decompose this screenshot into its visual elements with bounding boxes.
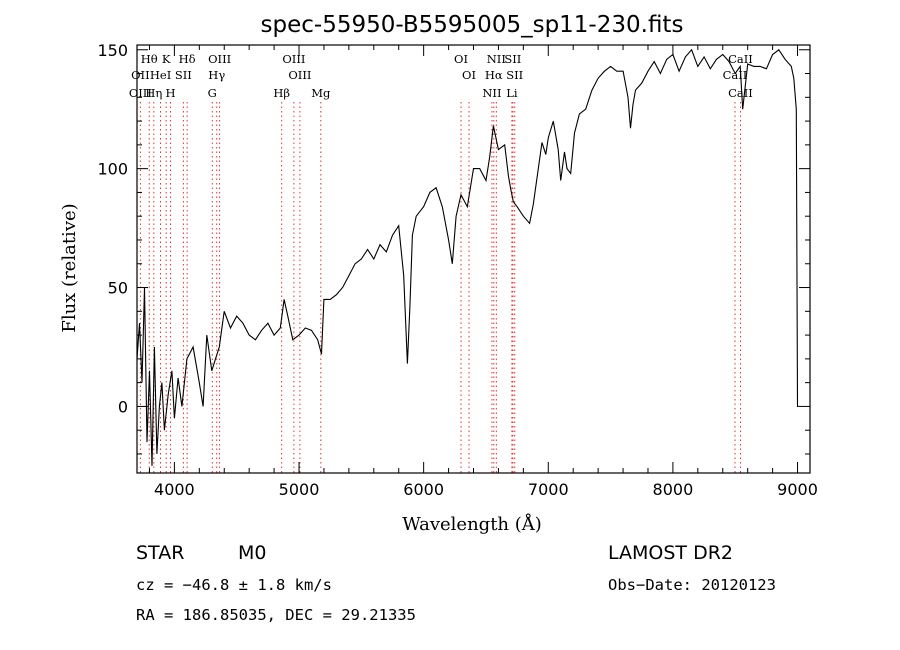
line-label: G bbox=[208, 86, 217, 100]
survey-label: LAMOST DR2 bbox=[608, 542, 733, 564]
line-label: Hδ bbox=[179, 52, 196, 66]
redshift-label: cz = −46.8 ± 1.8 km/s bbox=[136, 576, 332, 594]
line-label: Li bbox=[506, 86, 518, 100]
object-subclass-label: M0 bbox=[238, 542, 267, 564]
line-label: HeI bbox=[150, 68, 171, 82]
x-tick-label: 4000 bbox=[154, 480, 195, 499]
x-axis-label: Wavelength (Å) bbox=[402, 513, 542, 535]
y-axis-label: Flux (relative) bbox=[59, 203, 80, 332]
x-tick-label: 5000 bbox=[279, 480, 320, 499]
line-label: Hη bbox=[145, 86, 162, 100]
x-tick-label: 7000 bbox=[528, 480, 569, 499]
y-tick-label: 50 bbox=[108, 279, 128, 298]
line-label: CaII bbox=[728, 52, 753, 66]
obs-date-label: Obs−Date: 20120123 bbox=[608, 576, 776, 594]
line-label: NII bbox=[487, 52, 506, 66]
y-tick-label: 100 bbox=[97, 160, 128, 179]
line-label: Hα bbox=[485, 68, 503, 82]
spectrum-series-line bbox=[136, 48, 799, 466]
x-tick-label: 6000 bbox=[403, 480, 444, 499]
line-label: Hβ bbox=[273, 86, 290, 100]
line-label: SII bbox=[506, 68, 523, 82]
line-label: K bbox=[162, 52, 171, 66]
line-label: OIII bbox=[282, 52, 305, 66]
plot-frame bbox=[136, 44, 811, 474]
line-label: OII bbox=[131, 68, 150, 82]
line-label: CaII bbox=[728, 86, 753, 100]
line-label: SII bbox=[504, 52, 521, 66]
line-label: OIII bbox=[208, 52, 231, 66]
line-label: OIII bbox=[288, 68, 311, 82]
y-tick-label: 150 bbox=[97, 41, 128, 60]
line-label: NII bbox=[482, 86, 501, 100]
line-label: OI bbox=[462, 68, 476, 82]
line-label: Hγ bbox=[208, 68, 225, 82]
line-label: H bbox=[166, 86, 176, 100]
line-label: SII bbox=[175, 68, 192, 82]
axis-ticks: 4000 5000 6000 7000 8000 9000 0 50 100 150 bbox=[97, 41, 817, 499]
x-tick-label: 8000 bbox=[653, 480, 694, 499]
x-tick-label: 9000 bbox=[777, 480, 818, 499]
line-label: OIII bbox=[129, 86, 152, 100]
chart-title: spec-55950-B5595005_sp11-230.fits bbox=[261, 12, 684, 38]
object-class-label: STAR bbox=[136, 542, 185, 564]
line-label: Mg bbox=[311, 86, 331, 100]
line-label: CaII bbox=[723, 68, 748, 82]
y-tick-label: 0 bbox=[118, 397, 128, 416]
line-marker-layer bbox=[139, 102, 741, 473]
coordinates-label: RA = 186.85035, DEC = 29.21335 bbox=[136, 606, 416, 624]
line-label: Hθ bbox=[141, 52, 158, 66]
line-label: OI bbox=[454, 52, 468, 66]
